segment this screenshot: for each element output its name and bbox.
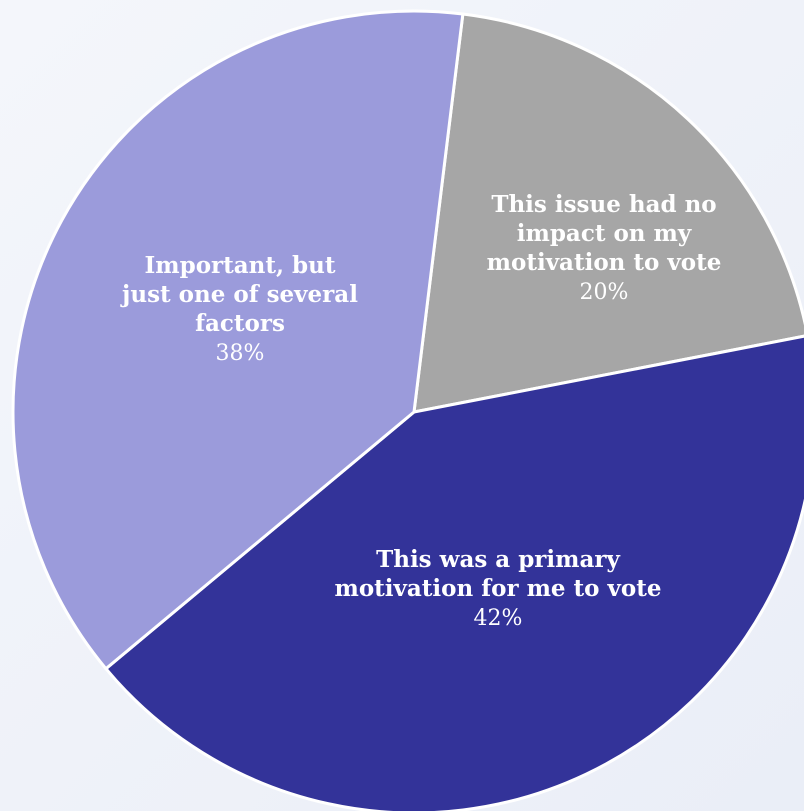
slice-label-line: just one of several — [120, 281, 358, 308]
slice-label-line: motivation to vote — [487, 249, 722, 276]
slice-value-label: 20% — [580, 280, 629, 305]
pie-slice-2 — [104, 334, 804, 811]
slice-label-line: This issue had no — [491, 191, 716, 218]
slice-label-1: This issue had no impact on my motivation … — [487, 191, 722, 305]
slice-label-line: factors — [195, 310, 285, 337]
pie-slice-3 — [11, 9, 465, 671]
slice-value-label: 42% — [474, 606, 523, 631]
slice-label-line: This was a primary — [376, 546, 620, 573]
slice-value-label: 38% — [216, 341, 265, 366]
pie-slices — [11, 9, 804, 811]
slice-label-3: Important, but just one of several factors… — [120, 252, 358, 366]
slice-label-2: This was a primary motivation for me to v… — [334, 546, 661, 631]
slice-label-line: Important, but — [145, 252, 336, 279]
slice-label-line: motivation for me to vote — [334, 575, 661, 602]
slice-label-line: impact on my — [517, 220, 692, 247]
pie-labels: This issue had no impact on my motivation … — [120, 191, 721, 631]
pie-slice-1 — [412, 12, 804, 414]
